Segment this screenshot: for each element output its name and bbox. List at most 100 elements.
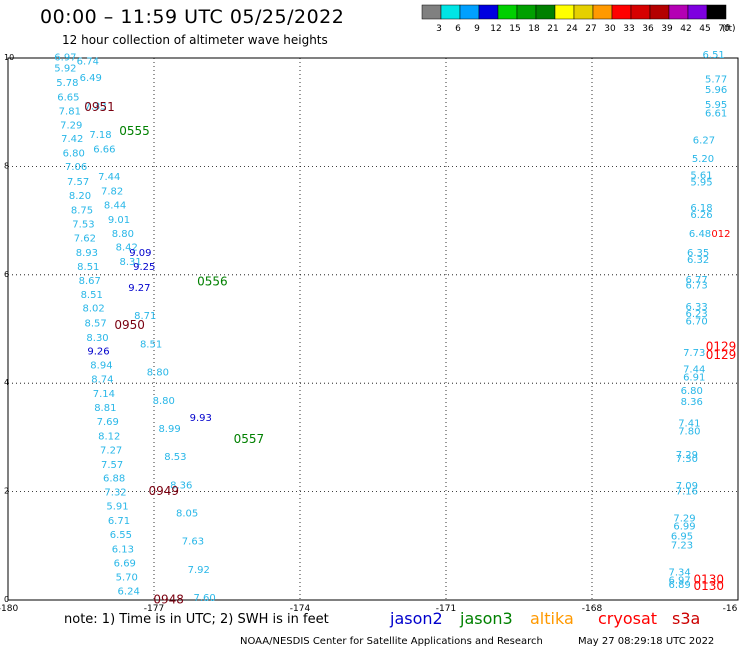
wave-height-label: 8.20 [69, 191, 91, 202]
wave-height-label: 6.71 [108, 516, 130, 527]
wave-height-label: 5.95 [705, 100, 727, 111]
wave-height-label: 8.05 [176, 509, 198, 520]
legend-tick-label: 12 [490, 24, 501, 34]
wave-height-label: 5.78 [56, 78, 78, 89]
wave-height-label: 7.60 [193, 593, 215, 604]
wave-height-label: 5.91 [106, 501, 128, 512]
chart-grid [8, 58, 738, 600]
wave-height-label: 6.35 [687, 248, 709, 259]
wave-height-label: 7.53 [72, 220, 94, 231]
wave-height-label: 7.18 [89, 130, 111, 141]
wave-height-label: 012 [711, 229, 730, 240]
wave-height-label: 6.69 [114, 558, 136, 569]
time-label: 0951 [84, 100, 115, 114]
legend-swatch [497, 4, 518, 20]
wave-height-label: 5.20 [692, 154, 714, 165]
y-tick-label: 4 [4, 378, 9, 387]
footer-credit: NOAA/NESDIS Center for Satellite Applica… [240, 636, 543, 647]
wave-height-label: 8.44 [104, 201, 126, 212]
wave-height-label: 7.14 [93, 389, 115, 400]
wave-height-label: 6.24 [118, 587, 140, 598]
wave-height-label: 7.33 [84, 101, 106, 112]
wave-height-label: 8.51 [140, 339, 162, 350]
time-label: 0129 [706, 340, 737, 354]
legend-tick-label: 21 [547, 24, 558, 34]
plot-frame [7, 57, 739, 601]
wave-height-label: 5.61 [690, 170, 712, 181]
wave-height-label: 6.97 [668, 576, 690, 587]
wave-height-label: 7.29 [676, 450, 698, 461]
wave-height-label: 5.96 [705, 85, 727, 96]
wave-height-label: 8.42 [116, 242, 138, 253]
wave-height-label: 6.26 [690, 210, 712, 221]
time-label: 0950 [114, 318, 145, 332]
wave-height-label: 7.30 [676, 454, 698, 465]
wave-height-label: 6.74 [77, 57, 99, 68]
legend-swatch [440, 4, 461, 20]
wave-height-label: 6.91 [683, 372, 705, 383]
wave-height-label: 7.29 [60, 120, 82, 131]
wave-height-label: 6.33 [686, 302, 708, 313]
wave-height-label: 6.73 [686, 280, 708, 291]
axis-tick-labels: -180 -177 -174 -171 -168 -16 0 2 4 6 8 10 [0, 53, 738, 614]
wave-height-label: 7.09 [676, 481, 698, 492]
wave-height-label: 9.01 [108, 215, 130, 226]
time-label: 0556 [197, 275, 228, 289]
legend-tick-label: 33 [623, 24, 634, 34]
wave-height-label: 6.61 [705, 109, 727, 120]
wave-height-label: 8.93 [76, 248, 98, 259]
legend-s3a: s3a [672, 609, 701, 628]
wave-height-label: 6.27 [693, 136, 715, 147]
wave-height-label: 7.81 [59, 106, 81, 117]
wave-height-label: 7.32 [104, 487, 126, 498]
wave-height-label: 8.80 [153, 396, 175, 407]
wave-height-label: 6.49 [80, 73, 102, 84]
legend-swatch [516, 4, 537, 20]
legend-swatch [630, 4, 651, 20]
wave-height-label: 6.89 [668, 580, 690, 591]
x-tick-label: -174 [290, 604, 311, 614]
wave-height-label: 5.77 [705, 74, 727, 85]
chart-subtitle: 12 hour collection of altimeter wave hei… [62, 33, 328, 47]
legend-swatch [611, 4, 632, 20]
wave-height-label: 7.63 [182, 537, 204, 548]
wave-height-label: 6.51 [703, 50, 725, 61]
wave-height-label: 7.57 [67, 177, 89, 188]
wave-height-label: 8.99 [158, 424, 180, 435]
wave-height-label: 8.36 [170, 480, 192, 491]
legend-tick-label: 24 [566, 24, 578, 34]
legend-swatch [668, 4, 689, 20]
wave-height-label: 7.06 [65, 162, 87, 173]
wave-height-label: 7.69 [97, 417, 119, 428]
y-tick-label: 6 [4, 270, 9, 279]
wave-height-label: 8.51 [81, 290, 103, 301]
wave-height-label: 6.13 [112, 544, 134, 555]
wave-height-label: 8.12 [98, 432, 120, 443]
wave-height-label: 8.67 [79, 276, 101, 287]
wave-height-label: 6.70 [686, 317, 708, 328]
legend-jason2: jason2 [390, 609, 443, 628]
time-label: 0949 [148, 484, 179, 498]
wave-height-label: 8.74 [91, 375, 113, 386]
time-label: 0130 [694, 579, 725, 593]
wave-height-label: 7.82 [101, 187, 123, 198]
wave-height-label: 6.80 [681, 386, 703, 397]
legend-tick-label: 3 [436, 24, 442, 34]
wave-height-label: 8.57 [84, 318, 106, 329]
legend-tick-label: 42 [680, 24, 691, 34]
legend-swatch [592, 4, 613, 20]
legend-tick-label: 39 [661, 24, 673, 34]
wave-height-label: 8.71 [134, 311, 156, 322]
wave-height-label: 7.27 [100, 446, 122, 457]
wave-height-label: 8.80 [112, 229, 134, 240]
wave-height-label: 6.48 [689, 229, 711, 240]
wave-height-label: 8.53 [164, 452, 186, 463]
wave-height-label: 7.41 [678, 419, 700, 430]
wave-height-label: 8.30 [86, 333, 108, 344]
legend-swatch [478, 4, 499, 20]
legend-swatch [535, 4, 556, 20]
wave-height-label: 6.80 [63, 149, 85, 160]
wave-height-label: 5.70 [116, 572, 138, 583]
legend-tick-label: 6 [455, 24, 461, 34]
